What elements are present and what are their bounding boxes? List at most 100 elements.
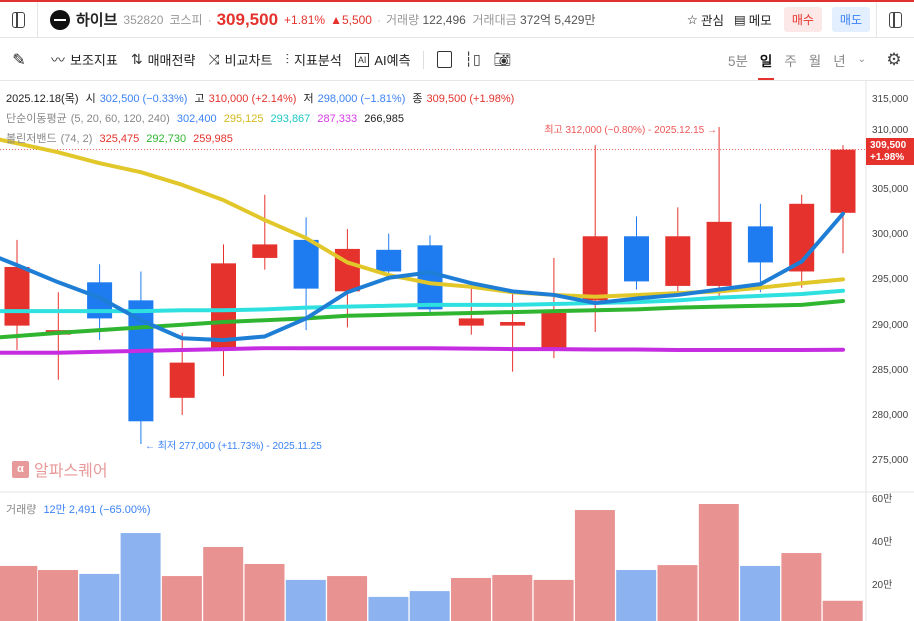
volume-bar: [368, 596, 409, 621]
buy-button[interactable]: 매수: [783, 7, 822, 32]
square-icon: [436, 51, 452, 68]
volume-bar: [781, 553, 822, 621]
candle-body: [541, 312, 567, 350]
price-tick: 305,000: [872, 184, 909, 196]
price-tick: 280,000: [872, 409, 909, 421]
low-annotation: ← 최저 277,000 (+11.73%) - 2025.11.25: [145, 441, 322, 452]
candle-body: [624, 236, 649, 282]
high-annotation: 최고 312,000 (−0.80%) - 2025.12.15 →: [544, 125, 717, 136]
candle-body: [706, 221, 732, 286]
ma-legend[interactable]: 단순이동평균 (5, 20, 60, 120, 240) 302,400 295,…: [6, 113, 404, 125]
current-price: 309,500: [216, 9, 279, 29]
volume-bar: [38, 570, 78, 621]
stock-name[interactable]: 하이브: [76, 12, 118, 29]
candle-body: [458, 318, 484, 326]
ma120-line: [0, 298, 845, 340]
candle-body: [376, 249, 402, 272]
price-tick: 290,000: [872, 319, 909, 331]
memo-button[interactable]: ▤ 메모: [733, 13, 772, 28]
analysis-button[interactable]: ⫶ 지표분석: [285, 51, 342, 68]
volume-tick: 20만: [872, 580, 893, 591]
sort-arrows-icon: ⇅: [130, 51, 143, 67]
star-icon: ☆: [686, 13, 698, 27]
volume-bar: [203, 547, 244, 621]
volume-bar: [0, 565, 38, 621]
volume-bar: [657, 565, 698, 621]
volume-legend: 거래량 12만 2,491 (−65.00%): [6, 504, 151, 516]
indicator-icon: 〰: [51, 51, 65, 68]
stock-logo: [50, 9, 70, 30]
candle-body: [169, 362, 195, 398]
volume-bar: [120, 533, 161, 621]
tf-week[interactable]: 주: [784, 53, 797, 69]
ma5-line: [0, 211, 845, 343]
price-tick: 300,000: [872, 229, 909, 241]
candle-search-icon: ⫶: [285, 51, 289, 67]
chevron-down-icon[interactable]: ⌄: [857, 54, 866, 65]
top-accent-line: [0, 0, 914, 2]
candle-type-button[interactable]: ┆▯: [465, 51, 481, 68]
current-price-tag: 309,500 +1.98%: [866, 138, 914, 165]
indicator-button[interactable]: 〰 보조지표: [51, 51, 118, 69]
ai-predict-button[interactable]: AI AI예측: [354, 50, 411, 69]
change-pct: +1.81%: [284, 12, 326, 27]
candle-body: [665, 236, 691, 286]
memo-icon: ▤: [733, 13, 746, 27]
candle-icon: ┆▯: [464, 51, 481, 67]
panel-icon: [889, 11, 902, 28]
ohlc-info: 2025.12.18(목) 시 302,500 (−0.33%) 고 310,000…: [6, 93, 515, 105]
candle-body: [252, 244, 278, 258]
right-panel-toggle[interactable]: [876, 2, 914, 37]
chart-toolbar: ✎ 〰 보조지표 ⇅ 매매전략 ⤨ 비교차트 ⫶ 지표분석 AI AI예측 ┆▯ 📷︎ 5…: [0, 39, 914, 81]
market: 코스피: [169, 13, 203, 27]
watch-button[interactable]: ☆ 관심: [686, 13, 724, 28]
volume-bar: [79, 573, 120, 621]
volume-bar: [822, 600, 863, 621]
price-tick: 310,000: [872, 125, 909, 136]
volume-bar: [740, 565, 781, 621]
compare-button[interactable]: ⤨ 비교차트: [208, 51, 273, 68]
volume-bar: [492, 574, 533, 621]
candle-body: [293, 239, 319, 289]
candle-body: [830, 149, 856, 213]
bollinger-legend[interactable]: 볼린저밴드 (74, 2) 325,475 292,730 259,985: [6, 133, 233, 145]
stock-header: 하이브 352820 코스피 · 309,500 +1.81% ▲5,500 ·…: [0, 2, 914, 38]
amount-label: 거래대금: [472, 13, 517, 27]
tf-year[interactable]: 년: [833, 53, 846, 69]
volume-label: 거래량: [385, 13, 420, 27]
ma240-line: [0, 346, 845, 355]
candle-body: [417, 245, 443, 310]
tf-day[interactable]: 일: [757, 39, 775, 80]
candle-body: [211, 263, 236, 350]
volume-bar: [327, 576, 368, 621]
panel-icon: [12, 11, 25, 28]
volume-bar: [161, 576, 202, 621]
amount-value: 372억 5,429만: [520, 13, 596, 27]
volume-tick: 60만: [872, 494, 893, 505]
left-panel-toggle[interactable]: [0, 2, 38, 37]
stock-code: 352820: [123, 12, 164, 27]
timeframe-selector: 5분 일 주 월 년 ⌄: [728, 39, 866, 80]
price-tick: 315,000: [872, 94, 909, 105]
volume-bar: [533, 579, 574, 621]
volume-bar: [574, 510, 615, 621]
volume-tick: 40만: [872, 537, 893, 548]
sell-button[interactable]: 매도: [831, 7, 870, 32]
volume-bar: [244, 564, 285, 621]
price-tick: 295,000: [872, 274, 909, 286]
candle-body: [582, 236, 608, 301]
draw-pen-icon[interactable]: ✎: [12, 51, 26, 69]
ai-chip-icon: AI: [354, 52, 370, 67]
screenshot-button[interactable]: 📷︎: [494, 51, 512, 68]
square-button[interactable]: [436, 51, 452, 68]
volume-bar: [409, 591, 450, 621]
tf-month[interactable]: 월: [808, 53, 822, 69]
candle-body: [500, 322, 526, 326]
gear-icon[interactable]: ⚙: [886, 49, 902, 69]
volume-bar: [616, 570, 657, 621]
tf-5min[interactable]: 5분: [727, 53, 748, 69]
change-abs: ▲5,500: [330, 12, 372, 27]
volume-bar: [451, 577, 491, 621]
strategy-button[interactable]: ⇅ 매매전략: [130, 51, 196, 68]
